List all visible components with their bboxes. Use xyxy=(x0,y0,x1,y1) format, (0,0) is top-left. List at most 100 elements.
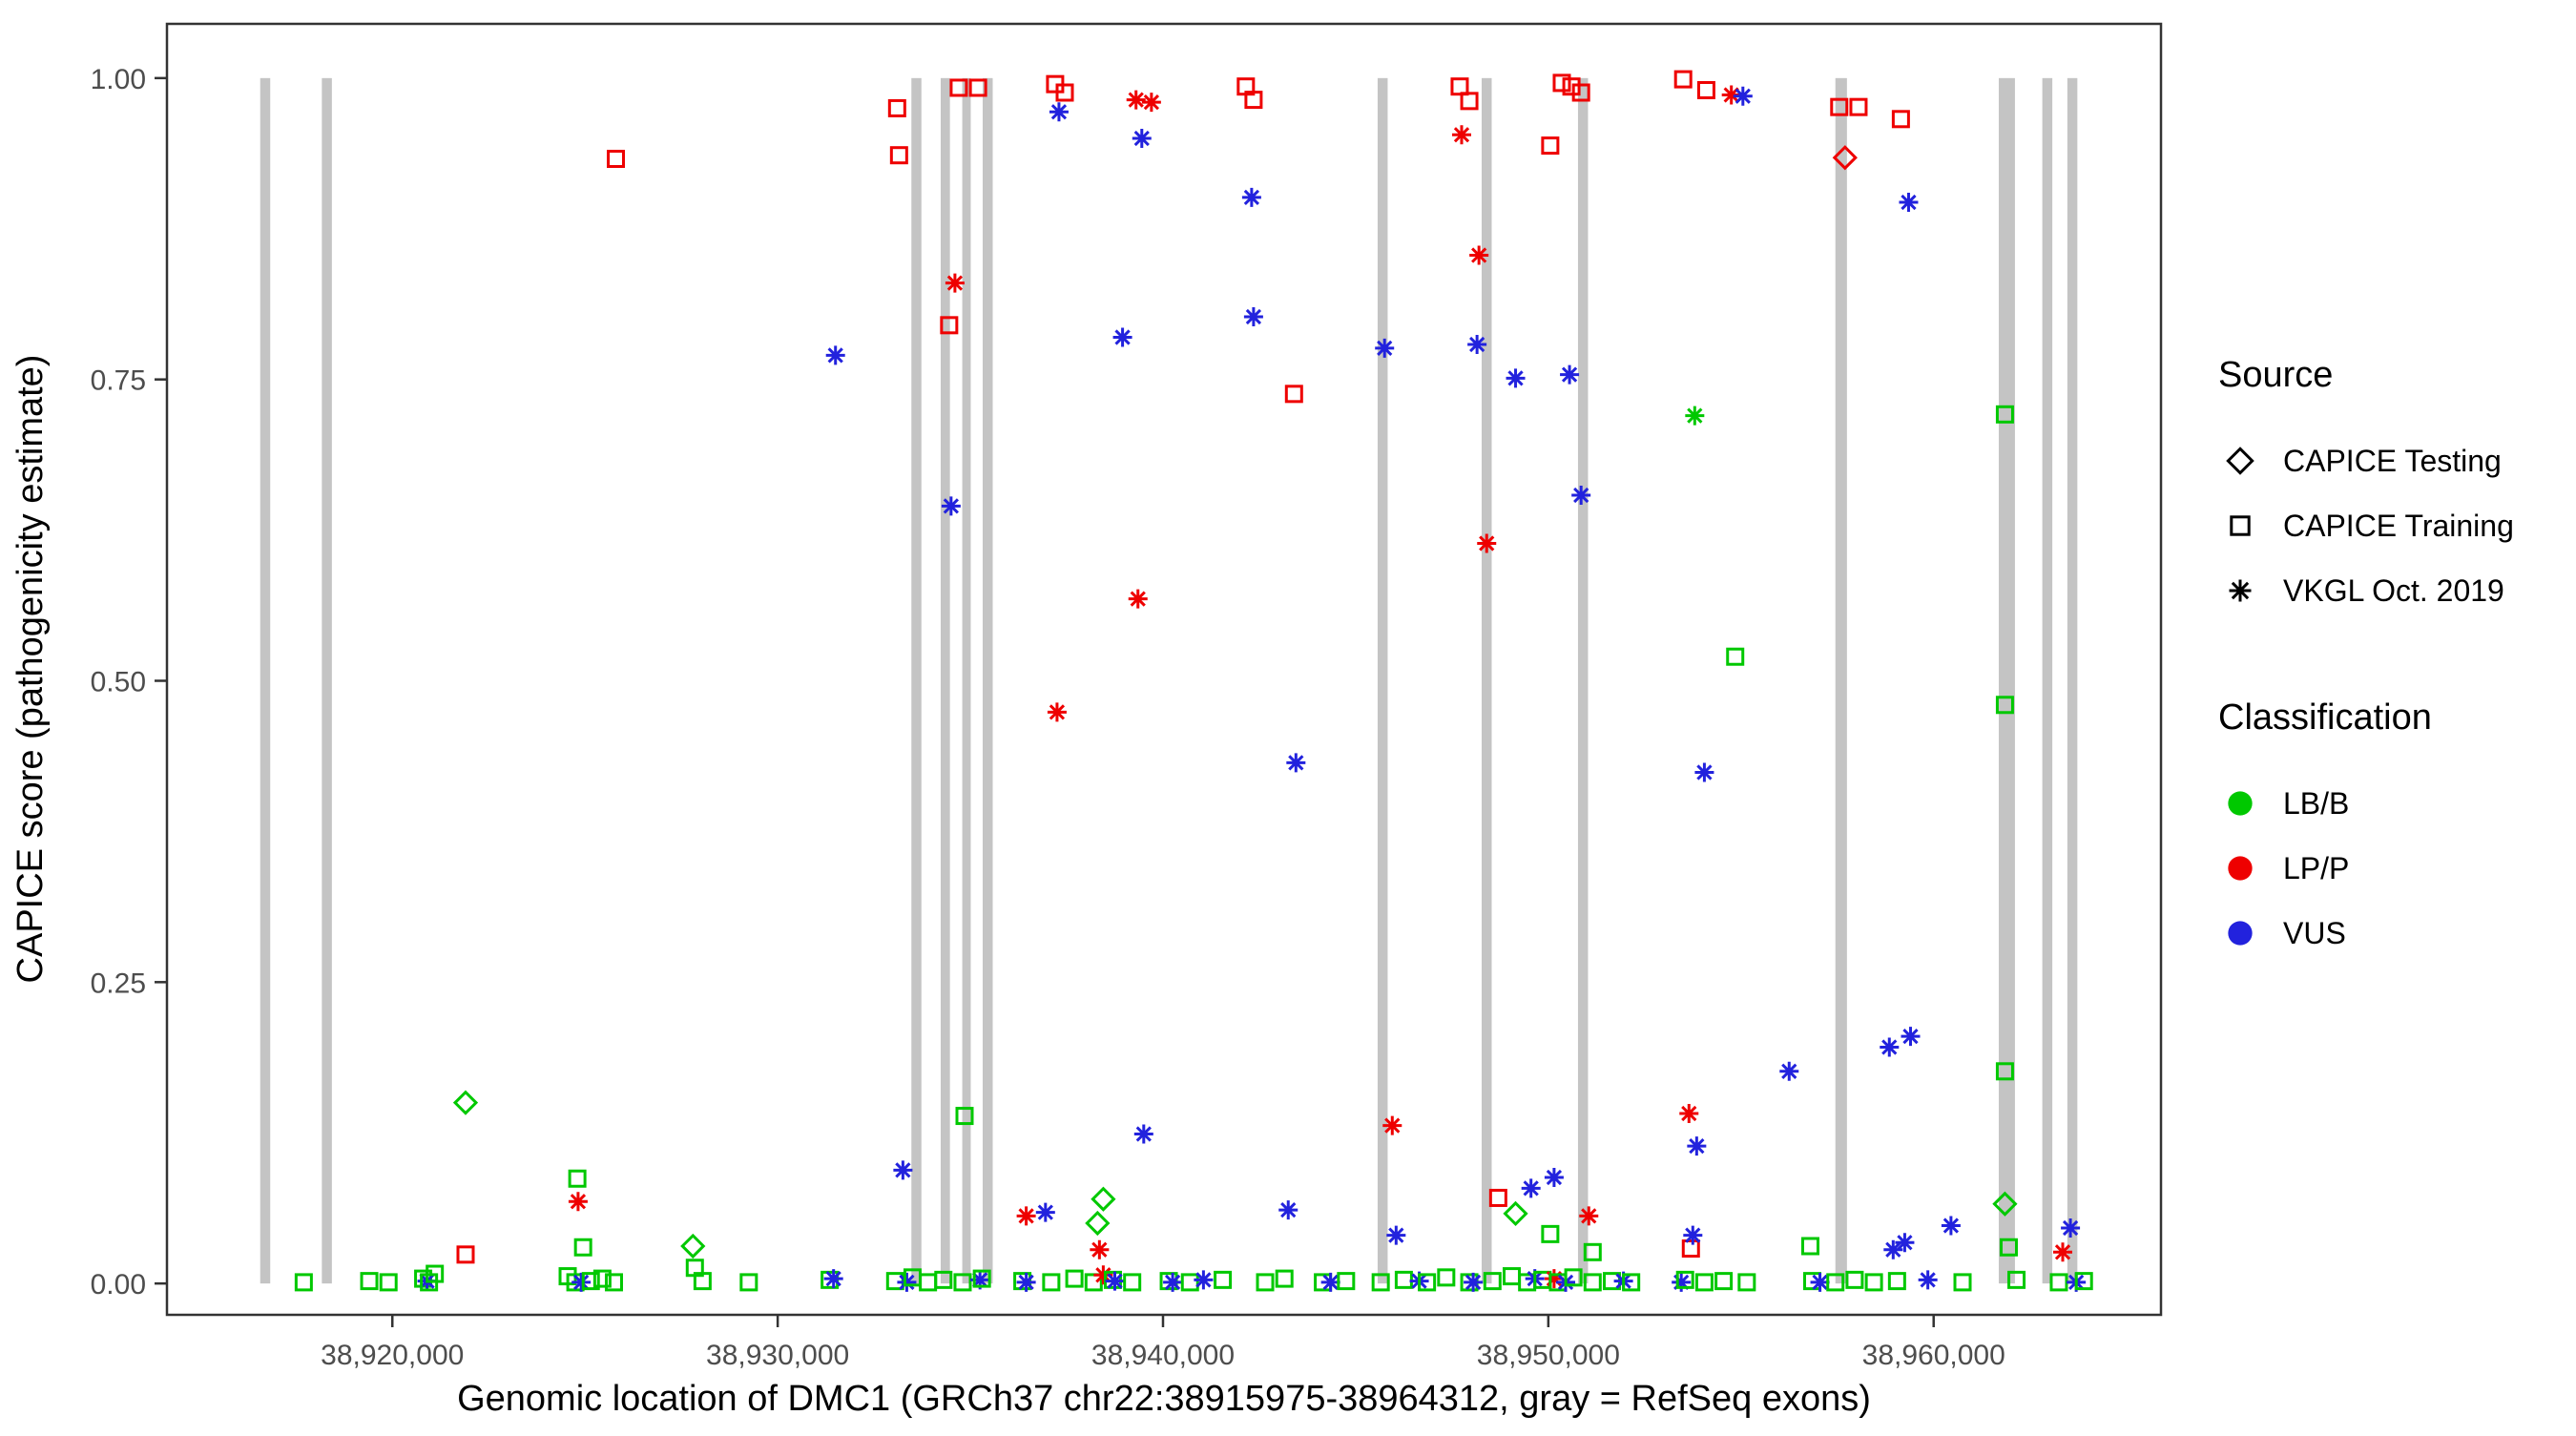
data-point-asterisk xyxy=(1687,1136,1707,1156)
panel-border xyxy=(165,22,2163,1317)
asterisk-icon xyxy=(2229,579,2252,602)
data-point-asterisk xyxy=(2053,1242,2073,1262)
data-point-asterisk xyxy=(1579,1206,1599,1226)
data-point-asterisk xyxy=(1685,406,1705,426)
legend-item-label: CAPICE Testing xyxy=(2283,443,2502,478)
exon-bar xyxy=(982,77,993,1284)
data-point-square xyxy=(1887,1272,1906,1291)
data-point-asterisk xyxy=(970,1270,990,1290)
data-point-asterisk xyxy=(1883,1239,1903,1259)
legend-source-section: Source CAPICE Testing CAPICE Training VKGL… xyxy=(2218,355,2514,623)
data-point-asterisk xyxy=(2228,856,2253,881)
data-point-square xyxy=(1673,70,1693,89)
data-point-asterisk xyxy=(1093,1265,1113,1285)
data-point-square xyxy=(1552,73,1571,93)
data-point-diamond xyxy=(1992,1191,2018,1217)
data-point-square xyxy=(887,98,906,117)
data-point-square xyxy=(1800,1237,1819,1256)
square-icon xyxy=(2230,515,2251,536)
x-tick-label: 38,960,000 xyxy=(1862,1340,2005,1371)
data-point-asterisk xyxy=(1016,1272,1036,1292)
data-point-diamond xyxy=(1085,1210,1111,1237)
data-point-square xyxy=(2230,515,2251,536)
data-point-asterisk xyxy=(1694,762,1714,782)
data-point-square xyxy=(1999,1238,2018,1257)
x-tick-label: 38,940,000 xyxy=(1091,1340,1235,1371)
data-point-asterisk xyxy=(2229,579,2252,602)
legend-classification-items: LB/B LP/P VUS xyxy=(2218,771,2514,966)
data-point-square xyxy=(1483,1272,1502,1291)
data-point-asterisk xyxy=(2228,791,2253,816)
data-point-square xyxy=(1583,1242,1602,1261)
data-point-asterisk xyxy=(2228,921,2253,946)
exon-bar xyxy=(911,77,922,1284)
data-point-asterisk xyxy=(1941,1216,1961,1236)
data-point-square xyxy=(1394,1270,1413,1289)
data-point-square xyxy=(1084,1273,1103,1292)
data-point-asterisk xyxy=(1035,1202,1055,1222)
data-point-diamond xyxy=(2226,447,2254,475)
data-point-asterisk xyxy=(1521,1178,1541,1198)
data-point-square xyxy=(1371,1273,1390,1292)
data-point-asterisk xyxy=(1895,1233,1915,1253)
y-tick-label: 0.00 xyxy=(91,1269,146,1301)
point-layer xyxy=(294,70,2093,1292)
data-point-square xyxy=(360,1272,379,1291)
data-point-asterisk xyxy=(1243,306,1263,326)
data-point-asterisk xyxy=(1128,589,1148,609)
data-point-square xyxy=(1256,1273,1275,1292)
data-point-square xyxy=(955,1107,974,1126)
exon-bar xyxy=(260,77,271,1284)
legend-classification-title: Classification xyxy=(2218,697,2432,738)
data-point-asterisk xyxy=(571,1272,592,1292)
data-point-asterisk xyxy=(568,1192,588,1212)
data-point-square xyxy=(1849,97,1868,116)
data-point-square xyxy=(607,149,626,168)
data-point-square xyxy=(2074,1272,2093,1291)
data-point-square xyxy=(1541,136,1560,156)
data-point-square xyxy=(1502,1267,1521,1286)
data-point-square xyxy=(592,1269,612,1288)
exon-bar xyxy=(1377,77,1388,1284)
data-point-square xyxy=(2049,1273,2068,1292)
exon-bar xyxy=(1835,77,1847,1284)
exon-layer xyxy=(260,77,2078,1284)
data-point-asterisk xyxy=(1278,1200,1298,1220)
data-point-square xyxy=(1995,405,2014,424)
y-tick-label: 0.75 xyxy=(91,365,146,397)
legend-item-label: LB/B xyxy=(2283,785,2350,821)
exon-bar xyxy=(1481,77,1492,1284)
legend: Source CAPICE Testing CAPICE Training VKGL… xyxy=(2218,355,2514,966)
data-point-asterisk xyxy=(1112,327,1132,347)
data-point-asterisk xyxy=(1163,1272,1183,1292)
data-point-asterisk xyxy=(897,1272,917,1292)
legend-item-capice-training: CAPICE Training xyxy=(2218,493,2514,558)
data-point-asterisk xyxy=(1451,125,1471,145)
data-point-square xyxy=(953,1273,972,1292)
data-point-square xyxy=(1564,1268,1583,1287)
data-point-asterisk xyxy=(2061,1218,2081,1238)
data-point-asterisk xyxy=(1721,85,1741,105)
data-point-asterisk xyxy=(945,273,965,293)
y-axis-title: CAPICE score (pathogenicity estimate) xyxy=(10,355,51,984)
x-axis-title: Genomic location of DMC1 (GRCh37 chr22:3… xyxy=(457,1379,1871,1419)
data-point-asterisk xyxy=(1126,90,1146,110)
data-point-square xyxy=(1675,1270,1694,1289)
data-point-square xyxy=(1864,1273,1883,1292)
data-point-asterisk xyxy=(1194,1270,1214,1290)
data-point-asterisk xyxy=(1544,1269,1564,1289)
y-tick-label: 0.25 xyxy=(91,968,146,999)
data-point-asterisk xyxy=(1016,1206,1036,1226)
data-point-square xyxy=(1337,1272,1356,1291)
data-point-square xyxy=(1065,1269,1084,1288)
data-point-asterisk xyxy=(1679,1104,1699,1124)
data-point-square xyxy=(1214,1270,1233,1289)
legend-item-label: VKGL Oct. 2019 xyxy=(2283,572,2504,608)
data-point-asterisk xyxy=(1506,368,1526,388)
data-point-square xyxy=(294,1273,313,1292)
data-point-asterisk xyxy=(1672,1272,1692,1292)
data-point-diamond xyxy=(1091,1186,1116,1212)
y-axis: 0.00 0.25 0.50 0.75 1.00 xyxy=(91,64,167,1301)
data-point-asterisk xyxy=(1571,485,1591,505)
